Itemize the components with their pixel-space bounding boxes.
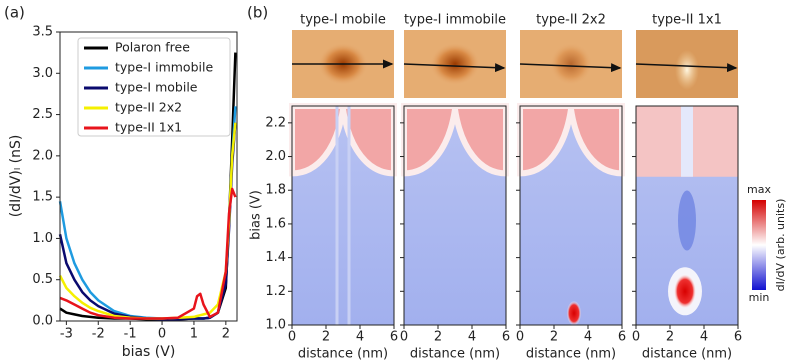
y-tick-label: 2.2 xyxy=(265,115,286,130)
topo-spot xyxy=(429,42,481,86)
heatmap-image xyxy=(289,103,397,325)
topography-image xyxy=(403,30,506,98)
topo-arrow xyxy=(403,63,506,73)
x-tick-label: 0 xyxy=(516,330,524,345)
topo-spot xyxy=(675,50,699,90)
map-channel xyxy=(681,106,693,177)
legend-label: type-II 2x2 xyxy=(115,100,182,115)
x-tick-label: 6 xyxy=(502,330,510,345)
y-tick-label: 1.0 xyxy=(265,318,286,333)
x-tick-label: 0 xyxy=(288,330,296,345)
legend-box xyxy=(77,37,231,137)
panel-title: type-I immobile xyxy=(404,13,506,28)
x-tick-label: 0 xyxy=(632,330,640,345)
panel-label: (b) xyxy=(247,4,268,22)
x-tick-label: 0 xyxy=(158,327,166,342)
x-tick-label: -3 xyxy=(60,327,73,342)
legend-label: Polaron free xyxy=(115,40,190,55)
x-tick-label: -2 xyxy=(92,327,105,342)
y-tick-label: 2.5 xyxy=(32,107,53,122)
panel-title: type-II 2x2 xyxy=(536,13,606,28)
colorbar-label: dI/dV (arb. units) xyxy=(774,199,787,292)
y-tick-label: 3.0 xyxy=(32,66,53,81)
plot-frame xyxy=(59,31,238,322)
x-tick-label: 6 xyxy=(618,330,626,345)
topography-image xyxy=(519,30,622,98)
topo-arrow xyxy=(635,63,738,73)
x-axis-label: distance (nm) xyxy=(642,347,732,362)
series-line xyxy=(58,122,237,320)
x-axis-label: bias (V) xyxy=(122,344,176,360)
map-spot xyxy=(674,274,696,309)
map-stripe xyxy=(335,106,351,325)
y-tick-label: 3.5 xyxy=(32,25,53,40)
y-tick-label: 1.6 xyxy=(265,216,286,231)
x-tick-label: 4 xyxy=(356,330,364,345)
y-tick-label: 2.0 xyxy=(32,148,53,163)
series-line xyxy=(58,122,237,321)
panel-label: (a) xyxy=(4,4,25,22)
x-tick-label: 4 xyxy=(468,330,476,345)
legend-label: type-II 1x1 xyxy=(115,120,182,135)
heatmap-image xyxy=(517,103,625,326)
colorbar-max: max xyxy=(747,183,771,196)
map-red xyxy=(517,103,625,177)
y-axis-label: bias (V) xyxy=(249,190,264,240)
x-axis-label: distance (nm) xyxy=(526,347,616,362)
x-tick-label: 1 xyxy=(190,327,198,342)
x-tick-label: 2 xyxy=(322,330,330,345)
x-tick-label: 4 xyxy=(700,330,708,345)
map-frame xyxy=(519,105,623,326)
y-tick-label: 1.8 xyxy=(265,183,286,198)
y-tick-label: 1.4 xyxy=(265,250,286,265)
y-tick-label: 1.2 xyxy=(265,284,286,299)
plot-lines xyxy=(58,52,237,321)
topography-image xyxy=(635,30,738,98)
legend-label: type-I mobile xyxy=(115,80,198,95)
series-line xyxy=(58,106,237,320)
x-tick-label: 0 xyxy=(400,330,408,345)
x-tick-label: 4 xyxy=(584,330,592,345)
x-tick-label: 2 xyxy=(666,330,674,345)
colorbar-min: min xyxy=(749,291,770,304)
x-tick-label: 2 xyxy=(434,330,442,345)
x-tick-label: 6 xyxy=(734,330,742,345)
map-frame xyxy=(291,105,395,326)
y-axis-label: (dI/dV)ₗ (nS) xyxy=(8,135,24,218)
colorbar xyxy=(752,200,766,290)
y-tick-label: 0.5 xyxy=(32,272,53,287)
topography-image xyxy=(292,30,394,98)
x-tick-label: 6 xyxy=(390,330,398,345)
x-axis-label: distance (nm) xyxy=(410,347,500,362)
map-frame xyxy=(635,105,739,326)
map-blob xyxy=(678,190,696,251)
heatmap-image xyxy=(636,106,738,325)
x-axis-label: distance (nm) xyxy=(298,347,388,362)
map-spot xyxy=(567,301,581,326)
x-tick-label: -1 xyxy=(124,327,137,342)
topo-spot xyxy=(549,42,593,86)
panel-title: type-I mobile xyxy=(300,13,386,28)
panel-title: type-II 1x1 xyxy=(652,13,722,28)
legend-label: type-I immobile xyxy=(115,60,213,75)
heatmap-image xyxy=(401,103,509,325)
topo-arrow xyxy=(519,63,622,73)
series-line xyxy=(59,187,237,320)
map-red xyxy=(401,103,509,177)
y-tick-label: 2.0 xyxy=(265,149,286,164)
y-tick-label: 1.0 xyxy=(32,231,53,246)
map-frame xyxy=(403,105,507,326)
x-tick-label: 2 xyxy=(222,327,230,342)
y-tick-label: 0.0 xyxy=(32,314,53,329)
map-red xyxy=(289,103,397,177)
y-tick-label: 1.5 xyxy=(32,190,53,205)
x-tick-label: 2 xyxy=(550,330,558,345)
